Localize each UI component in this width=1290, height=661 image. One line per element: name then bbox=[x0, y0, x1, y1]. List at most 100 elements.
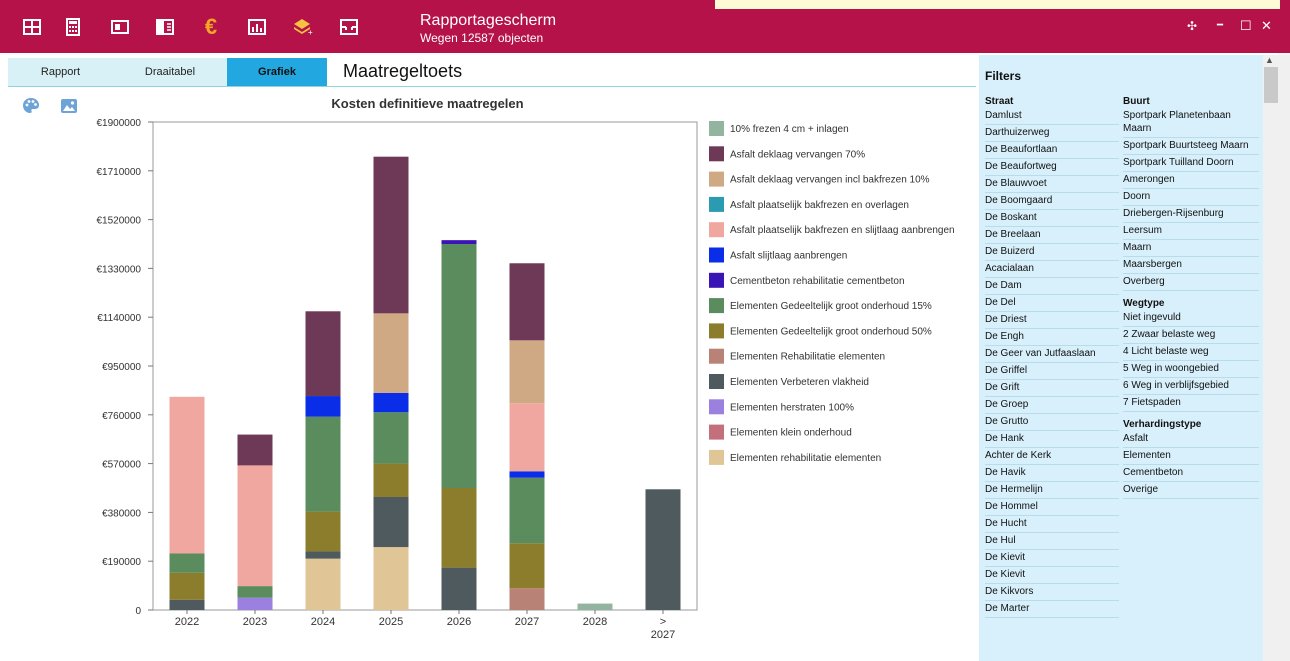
tab-grafiek[interactable]: Grafiek bbox=[227, 58, 327, 86]
filters-scrollbar[interactable]: ▲ bbox=[1263, 55, 1290, 661]
filter-wegtype-item[interactable]: 6 Weg in verblijfsgebied bbox=[1123, 378, 1259, 395]
tab-rapport[interactable]: Rapport bbox=[8, 58, 113, 86]
filter-buurt-item[interactable]: Sportpark Planetenbaan Maarn bbox=[1123, 108, 1259, 138]
scrollbar-thumb[interactable] bbox=[1264, 67, 1278, 103]
filter-straat-item[interactable]: Damlust bbox=[985, 108, 1119, 125]
tab-bar: Rapport Draaitabel Grafiek bbox=[8, 58, 976, 87]
bar-segment bbox=[169, 396, 205, 554]
filter-straat-item[interactable]: Darthuizerweg bbox=[985, 125, 1119, 142]
chart-icon[interactable] bbox=[246, 16, 268, 38]
filter-straat-item[interactable]: De Driest bbox=[985, 312, 1119, 329]
filter-straat-item[interactable]: De Hermelijn bbox=[985, 482, 1119, 499]
title-bar: € + Rapportagescherm Wegen 12587 objecte… bbox=[0, 0, 1290, 53]
filter-buurt-item[interactable]: Doorn bbox=[1123, 189, 1259, 206]
bar-segment bbox=[373, 392, 409, 413]
maximize-button[interactable]: ☐ bbox=[1240, 18, 1252, 33]
filter-wegtype-item[interactable]: 5 Weg in woongebied bbox=[1123, 361, 1259, 378]
filter-straat-item[interactable]: De Hommel bbox=[985, 499, 1119, 516]
filter-buurt-item[interactable]: Leersum bbox=[1123, 223, 1259, 240]
filter-list-wegtype: Niet ingevuld 2 Zwaar belaste weg 4 Licht … bbox=[1123, 310, 1259, 412]
tab-draaitabel[interactable]: Draaitabel bbox=[113, 58, 227, 86]
bar-segment bbox=[237, 434, 273, 466]
filter-straat-item[interactable]: Achter de Kerk bbox=[985, 448, 1119, 465]
grid-icon[interactable] bbox=[21, 16, 43, 38]
filter-buurt-item[interactable]: Amerongen bbox=[1123, 172, 1259, 189]
filter-straat-item[interactable]: De Breelaan bbox=[985, 227, 1119, 244]
filter-buurt-item[interactable]: Sportpark Tuilland Doorn bbox=[1123, 155, 1259, 172]
legend-label: Elementen herstraten 100% bbox=[730, 402, 854, 413]
filter-straat-item[interactable]: De Kikvors bbox=[985, 584, 1119, 601]
filter-straat-item[interactable]: De Grift bbox=[985, 380, 1119, 397]
filter-verhardingstype-item[interactable]: Elementen bbox=[1123, 448, 1259, 465]
y-tick-label: €190000 bbox=[102, 557, 141, 568]
scroll-up-icon[interactable]: ▲ bbox=[1265, 55, 1274, 65]
filters-panel: Filters Straat Damlust Darthuizerweg De Be… bbox=[979, 55, 1263, 661]
filter-straat-item[interactable]: De Engh bbox=[985, 329, 1119, 346]
filter-straat-item[interactable]: Acacialaan bbox=[985, 261, 1119, 278]
bar-segment bbox=[305, 396, 341, 417]
x-tick-label: 2022 bbox=[175, 616, 199, 628]
legend-swatch bbox=[709, 222, 724, 238]
legend-label: Asfalt slijtlaag aanbrengen bbox=[730, 251, 847, 262]
move-icon[interactable]: ✣ bbox=[1187, 19, 1198, 33]
legend-swatch bbox=[709, 424, 724, 440]
inbox-icon[interactable] bbox=[338, 16, 360, 38]
filter-straat-item[interactable]: De Havik bbox=[985, 465, 1119, 482]
filter-straat-item[interactable]: De Hucht bbox=[985, 516, 1119, 533]
x-tick-label: 2024 bbox=[311, 616, 335, 628]
filter-straat-item[interactable]: De Hul bbox=[985, 533, 1119, 550]
calculator-icon[interactable] bbox=[62, 16, 84, 38]
filter-verhardingstype-item[interactable]: Overige bbox=[1123, 482, 1259, 499]
minimize-button[interactable]: ━ bbox=[1217, 20, 1224, 31]
palette-icon[interactable] bbox=[22, 97, 40, 115]
stacked-bar-chart: 0 €190000 €380000 €570000 €760000 €950000 €114… bbox=[97, 118, 955, 641]
bar-segment bbox=[305, 416, 341, 512]
legend-swatch bbox=[709, 272, 724, 288]
window-title-block: Rapportagescherm Wegen 12587 objecten bbox=[420, 12, 556, 46]
filter-straat-item[interactable]: De Hank bbox=[985, 431, 1119, 448]
filter-straat-item[interactable]: De Del bbox=[985, 295, 1119, 312]
layout-icon[interactable] bbox=[154, 16, 176, 38]
filter-straat-item[interactable]: De Geer van Jutfaaslaan bbox=[985, 346, 1119, 363]
legend-swatch bbox=[709, 348, 724, 364]
svg-text:+: + bbox=[308, 28, 313, 36]
filter-straat-item[interactable]: De Kievit bbox=[985, 567, 1119, 584]
filter-verhardingstype-item[interactable]: Asfalt bbox=[1123, 431, 1259, 448]
filter-straat-item[interactable]: De Beaufortlaan bbox=[985, 142, 1119, 159]
filter-buurt-item[interactable]: Maarsbergen bbox=[1123, 257, 1259, 274]
y-tick-label: €1140000 bbox=[97, 313, 141, 324]
bar-segment bbox=[577, 603, 613, 610]
legend-swatch bbox=[709, 449, 724, 465]
filter-buurt-item[interactable]: Maarn bbox=[1123, 240, 1259, 257]
bar-segment bbox=[305, 558, 341, 610]
filter-buurt-item[interactable]: Overberg bbox=[1123, 274, 1259, 291]
filter-wegtype-item[interactable]: Niet ingevuld bbox=[1123, 310, 1259, 327]
filter-straat-item[interactable]: De Boomgaard bbox=[985, 193, 1119, 210]
euro-icon[interactable]: € bbox=[204, 14, 218, 39]
filter-straat-item[interactable]: De Boskant bbox=[985, 210, 1119, 227]
filter-wegtype-item[interactable]: 4 Licht belaste weg bbox=[1123, 344, 1259, 361]
filter-straat-item[interactable]: De Buizerd bbox=[985, 244, 1119, 261]
filter-list-buurt: Sportpark Planetenbaan Maarn Sportpark Bu… bbox=[1123, 108, 1259, 291]
filter-buurt-item[interactable]: Driebergen-Rijsenburg bbox=[1123, 206, 1259, 223]
layers-icon[interactable]: + bbox=[292, 16, 314, 38]
filter-verhardingstype-item[interactable]: Cementbeton bbox=[1123, 465, 1259, 482]
filter-straat-item[interactable]: De Marter bbox=[985, 601, 1119, 618]
close-button[interactable]: ✕ bbox=[1261, 18, 1272, 33]
filter-straat-item[interactable]: De Griffel bbox=[985, 363, 1119, 380]
filter-wegtype-item[interactable]: 7 Fietspaden bbox=[1123, 395, 1259, 412]
bar-segment bbox=[373, 412, 409, 464]
filter-straat-item[interactable]: De Dam bbox=[985, 278, 1119, 295]
card-icon[interactable] bbox=[109, 16, 131, 38]
y-tick-label: €380000 bbox=[102, 508, 141, 519]
filter-straat-item[interactable]: De Beaufortweg bbox=[985, 159, 1119, 176]
filter-list-straat: Damlust Darthuizerweg De Beaufortlaan De Be… bbox=[985, 108, 1119, 618]
filter-straat-item[interactable]: De Blauwvoet bbox=[985, 176, 1119, 193]
filter-straat-item[interactable]: De Kievit bbox=[985, 550, 1119, 567]
filters-title: Filters bbox=[985, 69, 1022, 83]
image-icon[interactable] bbox=[60, 97, 78, 115]
filter-straat-item[interactable]: De Groep bbox=[985, 397, 1119, 414]
filter-straat-item[interactable]: De Grutto bbox=[985, 414, 1119, 431]
filter-wegtype-item[interactable]: 2 Zwaar belaste weg bbox=[1123, 327, 1259, 344]
filter-buurt-item[interactable]: Sportpark Buurtsteeg Maarn bbox=[1123, 138, 1259, 155]
